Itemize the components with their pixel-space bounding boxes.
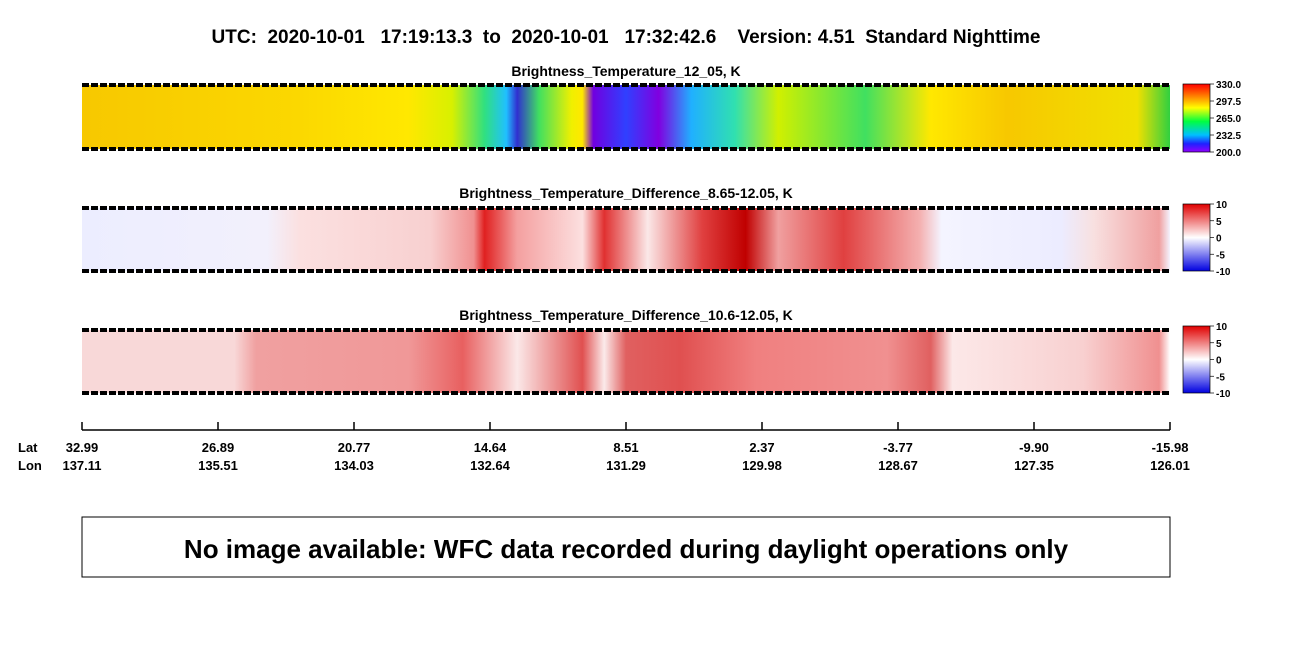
panel-title: Brightness_Temperature_Difference_10.6-1… (459, 307, 793, 323)
colorbar-label: -5 (1216, 372, 1225, 383)
lon-label: 127.35 (1014, 458, 1054, 473)
lon-label: 137.11 (62, 458, 101, 473)
lon-label: 131.29 (606, 458, 646, 473)
lon-label: 126.01 (1150, 458, 1190, 473)
colorbar-label: 0 (1216, 356, 1222, 367)
colorbar-label: 5 (1216, 339, 1222, 350)
colorbar-label: 0 (1216, 234, 1222, 245)
notice-text: No image available: WFC data recorded du… (184, 534, 1069, 564)
colorbar (1182, 83, 1211, 153)
lat-label: 26.89 (202, 440, 235, 455)
axis-label: Lat (18, 440, 38, 455)
panel-title: Brightness_Temperature_Difference_8.65-1… (459, 185, 793, 201)
lat-label: -3.77 (883, 440, 913, 455)
colorbar-label: 330.0 (1216, 80, 1241, 91)
lon-label: 129.98 (742, 458, 782, 473)
colorbar-label: 232.5 (1216, 131, 1241, 142)
colorbar (1182, 325, 1211, 394)
lon-label: 134.03 (334, 458, 374, 473)
strip-image (82, 208, 1170, 271)
lat-label: 2.37 (749, 440, 774, 455)
page-title: UTC: 2020-10-01 17:19:13.3 to 2020-10-01… (212, 27, 1041, 48)
lat-label: 8.51 (613, 440, 638, 455)
colorbar-label: 10 (1216, 322, 1228, 333)
strip-image (82, 330, 1170, 393)
lat-label: 20.77 (338, 440, 371, 455)
colorbar-label: 10 (1216, 200, 1228, 211)
strip-image (82, 85, 1170, 149)
lon-label: 128.67 (878, 458, 918, 473)
lat-label: 14.64 (474, 440, 507, 455)
colorbar-label: -10 (1216, 267, 1231, 278)
colorbar (1182, 203, 1211, 272)
panel-title: Brightness_Temperature_12_05, K (511, 63, 740, 79)
colorbar-label: 5 (1216, 217, 1222, 228)
notice-box (81, 516, 1171, 578)
lat-label: -15.98 (1152, 440, 1189, 455)
lon-label: 132.64 (470, 458, 511, 473)
lat-label: -9.90 (1019, 440, 1049, 455)
axis-label: Lon (18, 458, 42, 473)
lon-label: 135.51 (198, 458, 238, 473)
colorbar-label: 265.0 (1216, 114, 1241, 125)
colorbar-label: -5 (1216, 250, 1225, 261)
colorbar-label: -10 (1216, 389, 1231, 400)
lat-label: 32.99 (66, 440, 99, 455)
colorbar-label: 297.5 (1216, 97, 1241, 108)
colorbar-label: 200.0 (1216, 148, 1241, 159)
